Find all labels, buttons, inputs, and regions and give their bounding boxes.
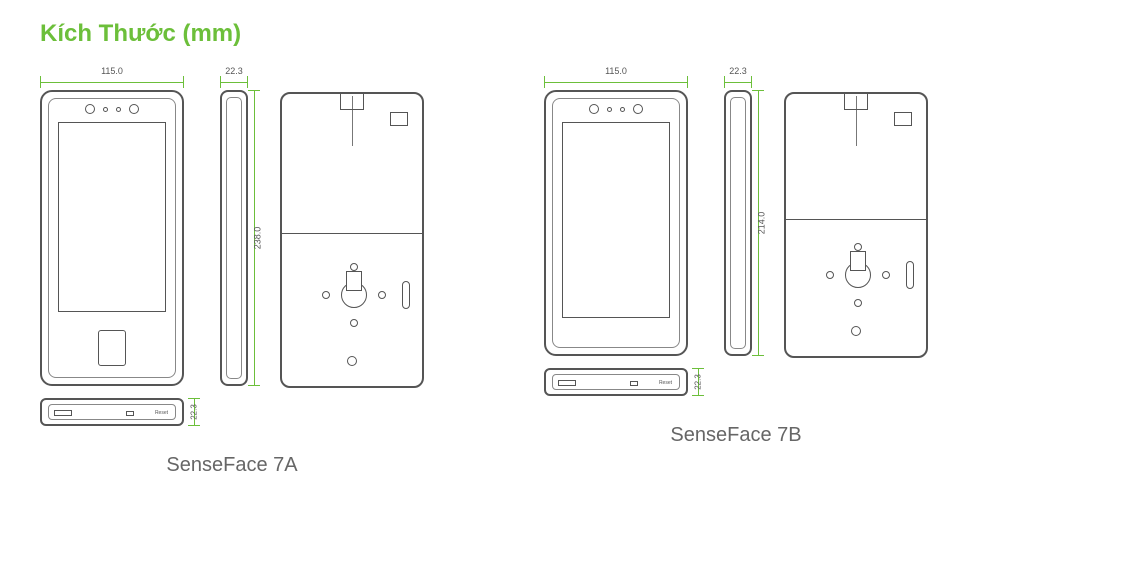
sensor-icon xyxy=(620,107,625,112)
dim-depth-bottom-b: 22.3 xyxy=(692,368,706,396)
back-port-b xyxy=(894,112,912,126)
product-a-views: 115.0 xyxy=(40,78,424,426)
mount-hole-icon xyxy=(350,263,358,271)
side-cell-a: 22.3 238.0 xyxy=(220,78,262,386)
screen-b xyxy=(562,122,670,318)
camera-icon xyxy=(589,104,599,114)
back-cell-a xyxy=(280,78,424,388)
sensor-icon xyxy=(103,107,108,112)
sensor-icon xyxy=(607,107,612,112)
back-split-a xyxy=(282,233,422,234)
sensor-row-b xyxy=(546,104,686,114)
back-cell-b xyxy=(784,78,928,358)
cable-port-b xyxy=(850,251,866,271)
product-b-name: SenseFace 7B xyxy=(670,424,801,447)
bottom-cell-a: Reset 22.3 xyxy=(40,398,202,426)
product-b: 115.0 xyxy=(544,78,928,447)
product-a-name: SenseFace 7A xyxy=(166,454,297,477)
fingerprint-reader-a xyxy=(98,330,126,366)
bottom-view-a: Reset xyxy=(40,398,184,426)
back-bottom-hole-a xyxy=(347,356,357,366)
mount-hole-icon xyxy=(882,271,890,279)
back-port-a xyxy=(390,112,408,126)
dim-height-a: 238.0 xyxy=(248,90,262,386)
sensor-row-a xyxy=(42,104,182,114)
side-cell-b: 22.3 214.0 xyxy=(724,78,766,356)
usb-port-icon xyxy=(126,411,134,416)
back-notch-a xyxy=(340,94,364,110)
product-a: 115.0 xyxy=(40,78,424,477)
back-view-b xyxy=(784,92,928,358)
dim-width-a: 115.0 xyxy=(40,76,184,90)
mount-hole-icon xyxy=(854,299,862,307)
diagrams-container: 115.0 xyxy=(40,78,1105,477)
reset-label-a: Reset xyxy=(155,410,168,416)
back-slot-a xyxy=(402,281,410,309)
mount-hole-icon xyxy=(826,271,834,279)
front-cell-b: 115.0 xyxy=(544,78,706,356)
dim-height-a-label: 238.0 xyxy=(252,227,262,250)
mount-hole-icon xyxy=(378,291,386,299)
sensor-icon xyxy=(116,107,121,112)
front-cell-a: 115.0 xyxy=(40,78,202,386)
bottom-port-a xyxy=(54,410,72,416)
reset-label-b: Reset xyxy=(659,380,672,386)
dim-depth-b-label: 22.3 xyxy=(724,66,752,76)
side-inner-a xyxy=(226,97,242,379)
back-view-a xyxy=(280,92,424,388)
dim-depth-a-label: 22.3 xyxy=(220,66,248,76)
title-text: Kích Thước (mm) xyxy=(40,20,241,47)
bottom-cell-b: Reset 22.3 xyxy=(544,368,706,396)
camera-icon xyxy=(633,104,643,114)
side-view-a xyxy=(220,90,248,386)
camera-icon xyxy=(85,104,95,114)
back-slot-b xyxy=(906,261,914,289)
back-notch-b xyxy=(844,94,868,110)
back-bottom-hole-b xyxy=(851,326,861,336)
dim-depth-b: 22.3 xyxy=(724,76,752,90)
mount-hole-icon xyxy=(854,243,862,251)
camera-icon xyxy=(129,104,139,114)
cable-port-a xyxy=(346,271,362,291)
product-b-views: 115.0 xyxy=(544,78,928,396)
bottom-port-b xyxy=(558,380,576,386)
back-split-b xyxy=(786,219,926,220)
dim-width-a-label: 115.0 xyxy=(40,66,184,76)
bottom-view-b: Reset xyxy=(544,368,688,396)
side-view-b xyxy=(724,90,752,356)
side-inner-b xyxy=(730,97,746,349)
dim-height-b-label: 214.0 xyxy=(756,212,766,235)
dim-width-b: 115.0 xyxy=(544,76,688,90)
front-view-b xyxy=(544,90,688,356)
usb-port-icon xyxy=(630,381,638,386)
mount-hole-icon xyxy=(322,291,330,299)
dim-depth-bottom-b-label: 22.3 xyxy=(693,374,702,390)
mount-hole-icon xyxy=(350,319,358,327)
screen-a xyxy=(58,122,166,312)
dim-height-b: 214.0 xyxy=(752,90,766,356)
page-title: Kích Thước (mm) xyxy=(40,20,1105,48)
dim-depth-a: 22.3 xyxy=(220,76,248,90)
dim-width-b-label: 115.0 xyxy=(544,66,688,76)
dim-depth-bottom-a-label: 22.3 xyxy=(189,404,198,420)
front-view-a xyxy=(40,90,184,386)
dim-depth-bottom-a: 22.3 xyxy=(188,398,202,426)
